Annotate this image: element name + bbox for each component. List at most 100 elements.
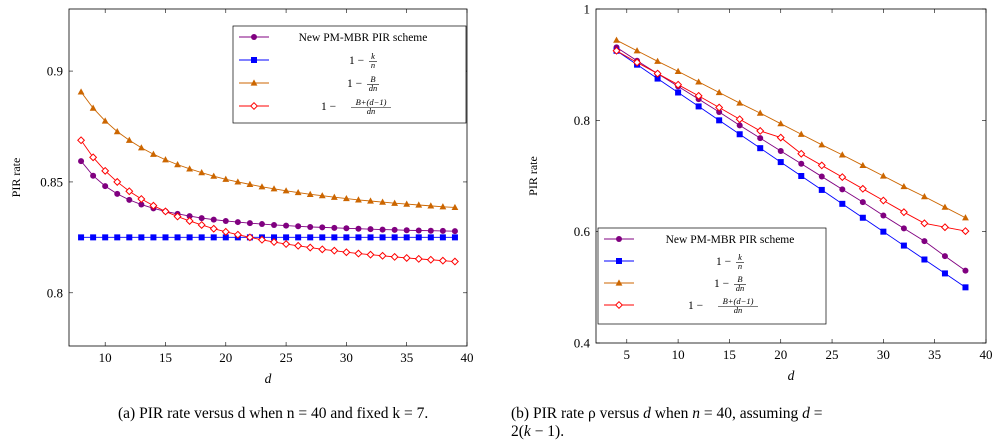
data-point (319, 234, 326, 241)
legend-entry-1-k-n: 1 − kn (239, 51, 377, 70)
x-tick-label: 5 (624, 347, 631, 362)
data-point (757, 135, 764, 142)
data-point (114, 190, 121, 197)
data-point (756, 109, 764, 116)
series-1-b-dn (613, 36, 969, 221)
legend-marker (249, 101, 259, 111)
data-point (858, 184, 867, 193)
legend-label-part: 1 − (349, 55, 364, 67)
legend-label-part: dn (369, 83, 378, 93)
data-point (113, 177, 122, 186)
data-point (343, 234, 350, 241)
data-point (258, 183, 266, 190)
legend-label-part: k (371, 51, 375, 61)
data-point (379, 198, 386, 205)
x-tick-label: 15 (159, 350, 172, 365)
data-point (451, 228, 458, 235)
data-point (355, 225, 362, 232)
series-1-b-d-1-dn (612, 46, 970, 236)
data-point (715, 88, 723, 96)
data-point (126, 234, 133, 241)
data-point (138, 234, 145, 241)
data-point (125, 187, 134, 196)
data-point (438, 256, 447, 265)
data-point (101, 117, 109, 124)
legend-label-part: B (737, 274, 742, 284)
data-point (777, 147, 784, 154)
data-point (426, 255, 435, 264)
data-point (654, 57, 661, 64)
y-tick-label: 0.8 (574, 113, 590, 128)
x-tick-label: 10 (99, 350, 112, 365)
data-point (900, 242, 907, 249)
caption-a: (a) PIR rate versus d when n = 40 and fi… (118, 405, 429, 422)
data-point (318, 245, 327, 254)
legend-box (232, 25, 467, 124)
x-tick-label: 20 (774, 347, 787, 362)
data-point (318, 192, 326, 199)
legend-label-part: 1 − (321, 101, 336, 113)
caption-b-line2: 2(k − 1). (511, 423, 565, 440)
data-point (695, 103, 702, 110)
legend-label-part: n (371, 60, 375, 70)
legend-label-part: B+(d−1) (723, 296, 754, 306)
data-point (77, 88, 85, 95)
data-point (961, 227, 970, 236)
series-1-k-n (78, 234, 458, 241)
data-point (102, 234, 109, 241)
data-point (777, 159, 784, 166)
legend-entry-1-k-n: 1 − kn (604, 252, 744, 271)
data-point (282, 187, 290, 194)
data-point (306, 243, 315, 252)
data-point (439, 234, 446, 241)
legend-marker (616, 236, 622, 242)
data-point (736, 122, 743, 129)
legend-entry-new-pm-mbr-pir-scheme: New PM-MBR PIR scheme (604, 234, 794, 246)
data-point (716, 108, 723, 115)
legend-label-part: B+(d−1) (356, 97, 387, 107)
legend-entry-1-b-dn: 1 − Bdn (604, 274, 746, 293)
data-point (880, 212, 887, 219)
data-point (78, 158, 85, 165)
caption-b-line1: (b) PIR rate ρ versus d when n = 40, ass… (511, 405, 823, 422)
data-point (222, 217, 229, 224)
x-tick-label: 35 (928, 347, 941, 362)
data-point (342, 248, 351, 257)
data-point (222, 234, 229, 241)
data-point (414, 254, 423, 263)
data-point (962, 214, 969, 221)
data-point (271, 221, 278, 228)
data-point (283, 222, 290, 229)
data-point (245, 233, 254, 242)
data-point (125, 136, 133, 143)
data-point (173, 212, 182, 221)
data-point (920, 219, 929, 228)
legend-label-part: New PM-MBR PIR scheme (666, 234, 795, 246)
series-line (616, 50, 966, 232)
y-tick-label: 0.6 (574, 224, 591, 239)
data-point (90, 234, 97, 241)
data-point (331, 234, 338, 241)
data-point (879, 196, 888, 205)
data-point (233, 230, 242, 239)
x-tick-label: 30 (340, 350, 353, 365)
data-point (776, 133, 785, 142)
chart-b: 5 10 15 20 25 30 35 40 0.4 0.6 0.8 1 d PIR rate New PM… (526, 2, 993, 384)
data-point (859, 214, 866, 221)
legend-marker (615, 279, 623, 286)
data-point (391, 199, 399, 206)
data-point (343, 225, 350, 232)
data-point (113, 128, 121, 135)
data-point (174, 234, 181, 241)
data-point (198, 215, 205, 222)
data-point (161, 207, 170, 216)
data-point (210, 172, 218, 179)
plot-frame (595, 8, 987, 344)
y-axis-label: PIR rate (9, 158, 23, 198)
data-point (715, 103, 724, 112)
legend-label-part: 1 − (714, 278, 729, 290)
data-point (319, 224, 326, 231)
legend-entry-new-pm-mbr-pir-scheme: New PM-MBR PIR scheme (239, 32, 427, 44)
data-point (402, 253, 411, 262)
data-point (210, 234, 217, 241)
